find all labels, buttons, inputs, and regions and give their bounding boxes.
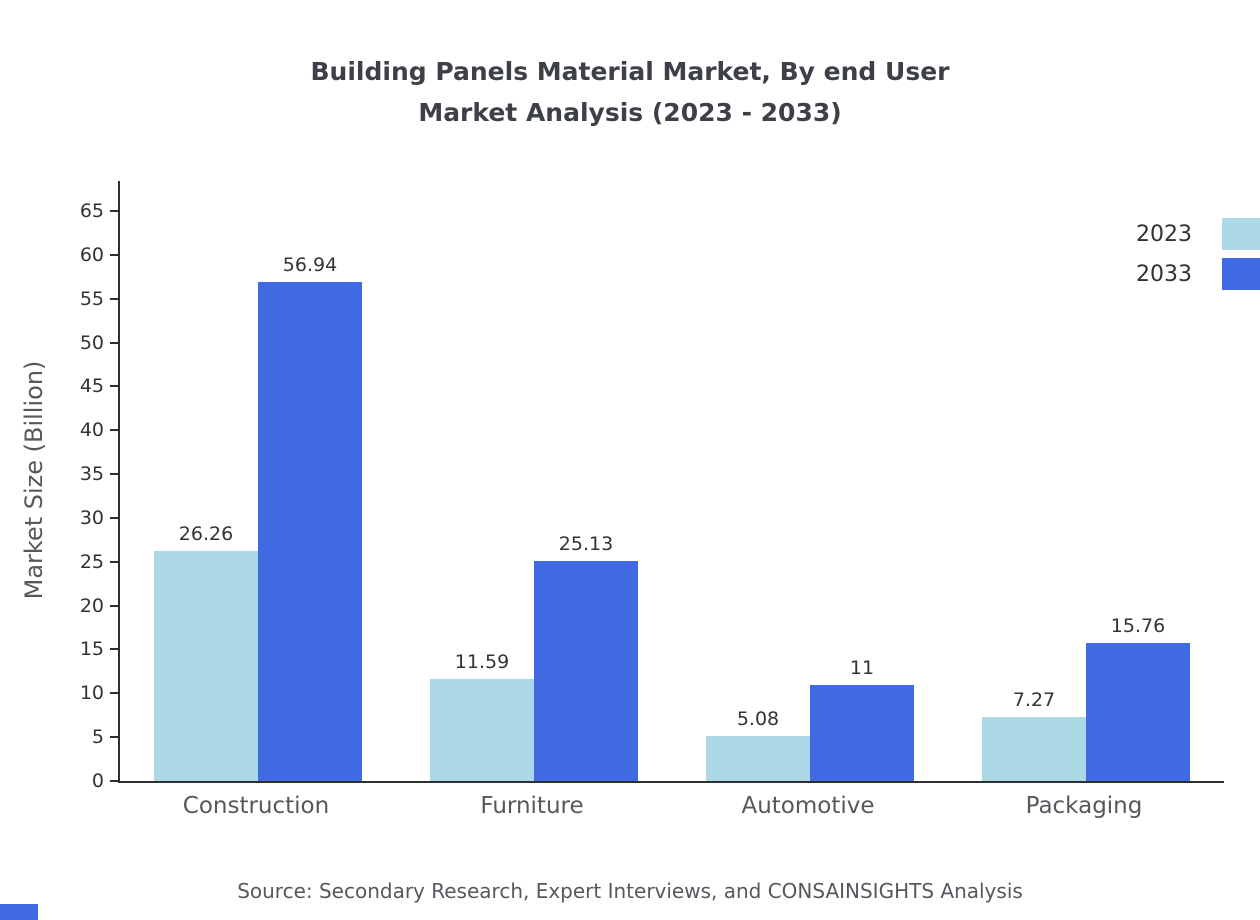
bar-group-construction: 26.26 56.94 [120,254,396,781]
y-tick-mark [110,341,118,344]
y-tick-label: 60 [79,243,104,266]
y-tick-mark [110,604,118,607]
bar-2023-automotive: 5.08 [706,708,810,781]
y-tick-label: 20 [79,594,104,617]
y-tick-mark [110,297,118,300]
bar-group-packaging: 7.27 15.76 [948,615,1224,781]
bar-group-furniture: 11.59 25.13 [396,533,672,781]
x-category-label-automotive: Automotive [741,793,875,819]
bar-2023-packaging: 7.27 [982,689,1086,781]
source-note: Source: Secondary Research, Expert Inter… [237,879,1023,903]
x-axis-labels: Construction Furniture Automotive Packaging [118,793,1222,819]
y-tick-mark [110,516,118,519]
y-tick-label: 25 [79,550,104,573]
bar-2033-packaging: 15.76 [1086,615,1190,781]
y-tick-mark [110,429,118,432]
y-tick-label: 45 [79,375,104,398]
bar-2023-construction: 26.26 [154,523,258,781]
x-category-label-construction: Construction [182,793,330,819]
bar-2023-furniture: 11.59 [430,651,534,781]
bar-value-label: 56.94 [282,253,338,276]
legend-item-2023: 2023 [1136,218,1260,250]
bar-value-label: 15.76 [1110,614,1166,637]
chart-title-line2: Market Analysis (2023 - 2033) [418,97,842,127]
y-tick-label: 55 [79,287,104,310]
y-tick-mark [110,473,118,476]
y-tick-mark [110,648,118,651]
bar-group-automotive: 5.08 11 [672,657,948,781]
bar-2033-furniture: 25.13 [534,533,638,781]
y-tick-label: 5 [91,726,104,749]
legend-item-2033: 2033 [1136,258,1260,290]
legend-swatch-2033 [1222,258,1260,290]
y-tick-label: 35 [79,463,104,486]
bar-2033-construction: 56.94 [258,254,362,781]
x-category-label-furniture: Furniture [480,793,584,819]
y-tick-mark [110,736,118,739]
y-tick-label: 15 [79,638,104,661]
bar-value-label: 26.26 [178,522,234,545]
y-tick-label: 40 [79,419,104,442]
bar-value-label: 5.08 [736,708,780,731]
y-tick-mark [110,780,118,782]
bar-value-label: 7.27 [1012,689,1056,712]
bar-value-label: 11 [849,656,875,679]
plot-area: 0 5 10 15 20 25 30 35 40 45 50 55 60 65 26.26 56.94 11.5… [80,181,1224,792]
y-tick-mark [110,385,118,388]
x-category-label-packaging: Packaging [1025,793,1143,819]
y-tick-mark [110,560,118,563]
y-axis-title: Market Size (Billion) [20,360,48,600]
y-tick-mark [110,210,118,212]
y-tick-label: 0 [91,770,104,792]
legend: 2023 2033 [1136,218,1260,290]
y-tick-label: 30 [79,506,104,529]
legend-label-2033: 2033 [1136,261,1192,287]
y-tick-mark [110,692,118,695]
bar-value-label: 25.13 [558,532,614,555]
y-tick-label: 50 [79,331,104,354]
corner-accent [0,904,38,920]
y-tick-label: 10 [79,682,104,705]
bar-value-label: 11.59 [454,651,510,674]
bar-2033-automotive: 11 [810,657,914,781]
y-tick-label: 65 [79,200,104,222]
legend-swatch-2023 [1222,218,1260,250]
y-tick-mark [110,253,118,256]
legend-label-2023: 2023 [1136,221,1192,247]
chart-title: Building Panels Material Market, By end … [0,52,1260,133]
chart-title-line1: Building Panels Material Market, By end … [310,57,950,86]
